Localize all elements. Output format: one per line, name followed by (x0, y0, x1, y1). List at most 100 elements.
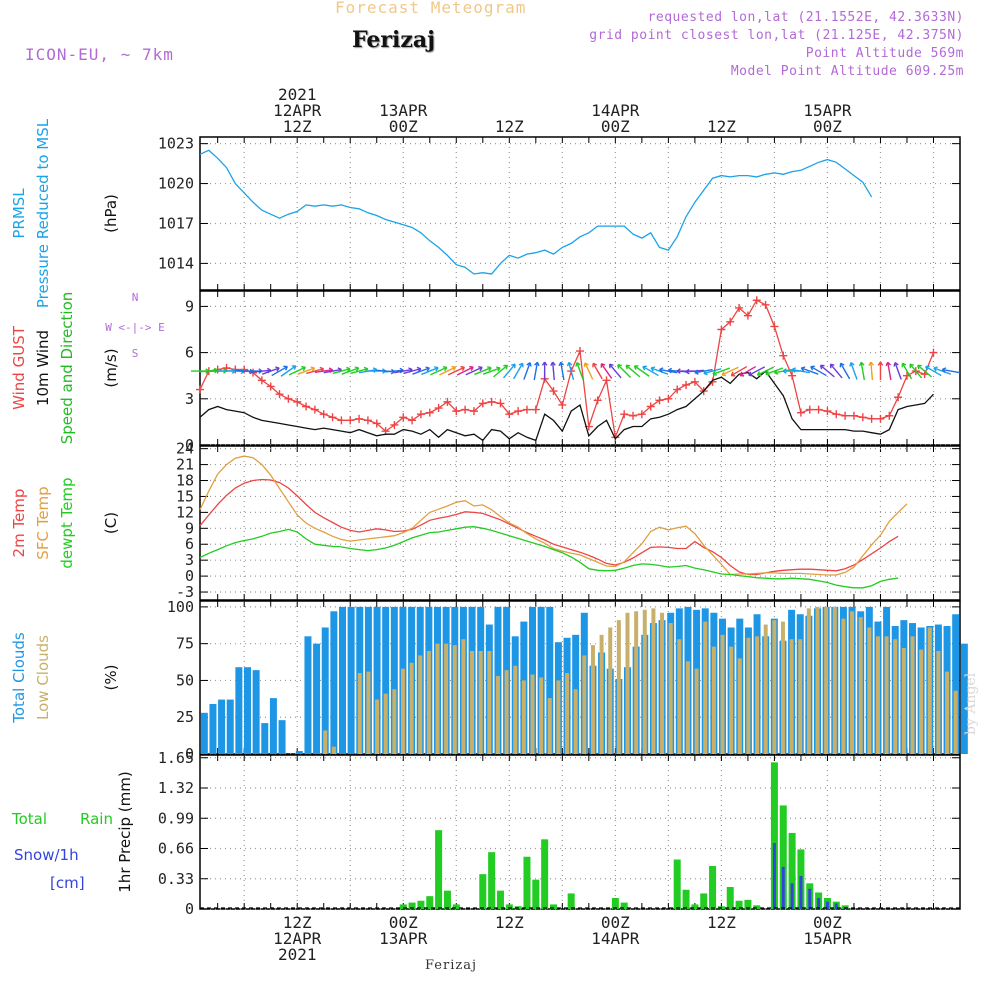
wind-direction-arrow (583, 362, 594, 380)
clouds-bar-low-clouds (539, 677, 544, 754)
wind-direction-arrow (868, 361, 874, 381)
clouds-bar-low-clouds (850, 611, 855, 754)
wind-arrow-head (819, 364, 825, 370)
wind-direction-arrow (694, 368, 713, 375)
gust-marker (416, 410, 425, 419)
wind-arrow-shaft (642, 365, 659, 377)
gust-marker (929, 348, 938, 357)
clouds-bar-low-clouds (444, 643, 449, 754)
clouds-bar-low-clouds (858, 617, 863, 754)
wind-arrow-head (868, 361, 874, 366)
gust-marker (629, 411, 638, 420)
wind-arrow-head (617, 364, 622, 369)
wind-arrow-head (901, 362, 907, 368)
wind-arrow-head (782, 368, 787, 374)
clouds-bar-low-clouds (798, 639, 803, 754)
wind-arrow-head (425, 366, 430, 372)
clouds-bar-total-clouds (304, 636, 312, 754)
top-time-label: 12Z (283, 117, 312, 136)
wind-arrow-shaft (840, 362, 851, 380)
bottom-time-label: 12Z (283, 913, 312, 932)
clouds-ytick-label: 0 (185, 745, 194, 763)
clouds-bar-low-clouds (746, 637, 751, 754)
precip-total-label: Total (11, 810, 47, 828)
wind-direction-arrow (633, 365, 650, 377)
gust-marker (832, 410, 841, 419)
wind-arrow-shaft (894, 362, 902, 380)
wind-arrow-head (748, 371, 753, 377)
wind-arrow-head (608, 363, 614, 369)
wind-arrow-shaft (385, 369, 404, 373)
wind-direction-arrow (297, 366, 316, 375)
wind-direction-arrow (523, 362, 532, 380)
wind-arrow-head (534, 361, 540, 367)
clouds-bar-low-clouds (478, 651, 483, 754)
gust-marker (867, 414, 876, 423)
wind-arrow-head (858, 361, 865, 367)
top-time-label: 00Z (389, 117, 418, 136)
clouds-bar-low-clouds (729, 646, 734, 754)
wind-arrow-shaft (600, 363, 613, 379)
clouds-bar-total-clouds (339, 606, 346, 754)
wind-arrow-head (550, 361, 556, 366)
gust-marker (576, 347, 584, 356)
clouds-bar-low-clouds (495, 676, 500, 754)
wind-ylabel: Wind GUST (10, 325, 28, 410)
precip-bar-total-rain (541, 839, 549, 909)
wind-arrow-shaft (592, 362, 603, 380)
temperature-ylabel: SFC Temp (34, 486, 52, 559)
wind-arrow-shaft (584, 362, 594, 380)
wind-direction-arrow (839, 362, 851, 380)
clouds-bar-low-clouds (608, 627, 613, 754)
gust-marker (355, 414, 364, 423)
clouds-bar-total-clouds (209, 703, 217, 754)
gust-marker (646, 402, 655, 411)
wind-direction-arrow (541, 361, 548, 381)
gust-marker (690, 377, 699, 386)
clouds-bar-low-clouds (470, 651, 475, 754)
wind-arrow-head (283, 365, 288, 371)
clouds-ylabel: Total Clouds (10, 632, 28, 724)
wind-direction-arrow (474, 366, 492, 376)
wind-arrow-shaft (523, 362, 531, 380)
precip-bar-snow-1h (825, 901, 829, 909)
temperature-series-dewpt-temp (199, 526, 899, 589)
wind-arrow-head (354, 366, 360, 372)
precip-bar-total-rain (426, 896, 434, 909)
wind-arrow-head (541, 361, 548, 366)
gust-marker (522, 405, 531, 414)
temperature-ytick-label: 9 (185, 519, 194, 537)
clouds-bar-low-clouds (720, 634, 725, 754)
wind-arrow-shaft (447, 366, 465, 376)
wind-arrow-shaft (502, 363, 516, 379)
clouds-bar-low-clouds (616, 620, 621, 754)
clouds-bar-low-clouds (323, 730, 328, 754)
clouds-bar-low-clouds (651, 608, 656, 754)
clouds-bar-low-clouds (573, 689, 578, 754)
wind-arrow-head (739, 371, 745, 377)
precip-bar-total-rain (620, 902, 628, 909)
credit-watermark: by Angel (963, 672, 979, 735)
wind-arrow-head (694, 369, 699, 375)
gust-marker (363, 416, 372, 425)
wind-arrow-shaft (474, 367, 492, 376)
wind-arrow-head (633, 365, 639, 370)
wind-arrow-shaft (493, 364, 508, 378)
gust-marker (434, 404, 443, 413)
clouds-bar-low-clouds (867, 627, 872, 754)
wind-direction-arrow (271, 365, 288, 377)
wind-ytick-label: 0 (185, 436, 194, 454)
clouds-bar-total-clouds (373, 606, 381, 754)
wind-arrow-shaft (791, 368, 810, 374)
pressure-ylabel: PRMSL (10, 188, 28, 239)
wind-direction-arrow (465, 366, 483, 376)
wind-direction-arrow (592, 362, 603, 380)
wind-arrow-shaft (748, 366, 766, 376)
gust-marker (664, 394, 673, 403)
clouds-bar-low-clouds (789, 639, 794, 754)
wind-direction-arrow (421, 366, 439, 376)
gust-marker (461, 405, 470, 414)
wind-arrow-shaft (712, 367, 731, 375)
clouds-bar-total-clouds (235, 667, 243, 754)
wind-arrow-shaft (568, 362, 575, 380)
